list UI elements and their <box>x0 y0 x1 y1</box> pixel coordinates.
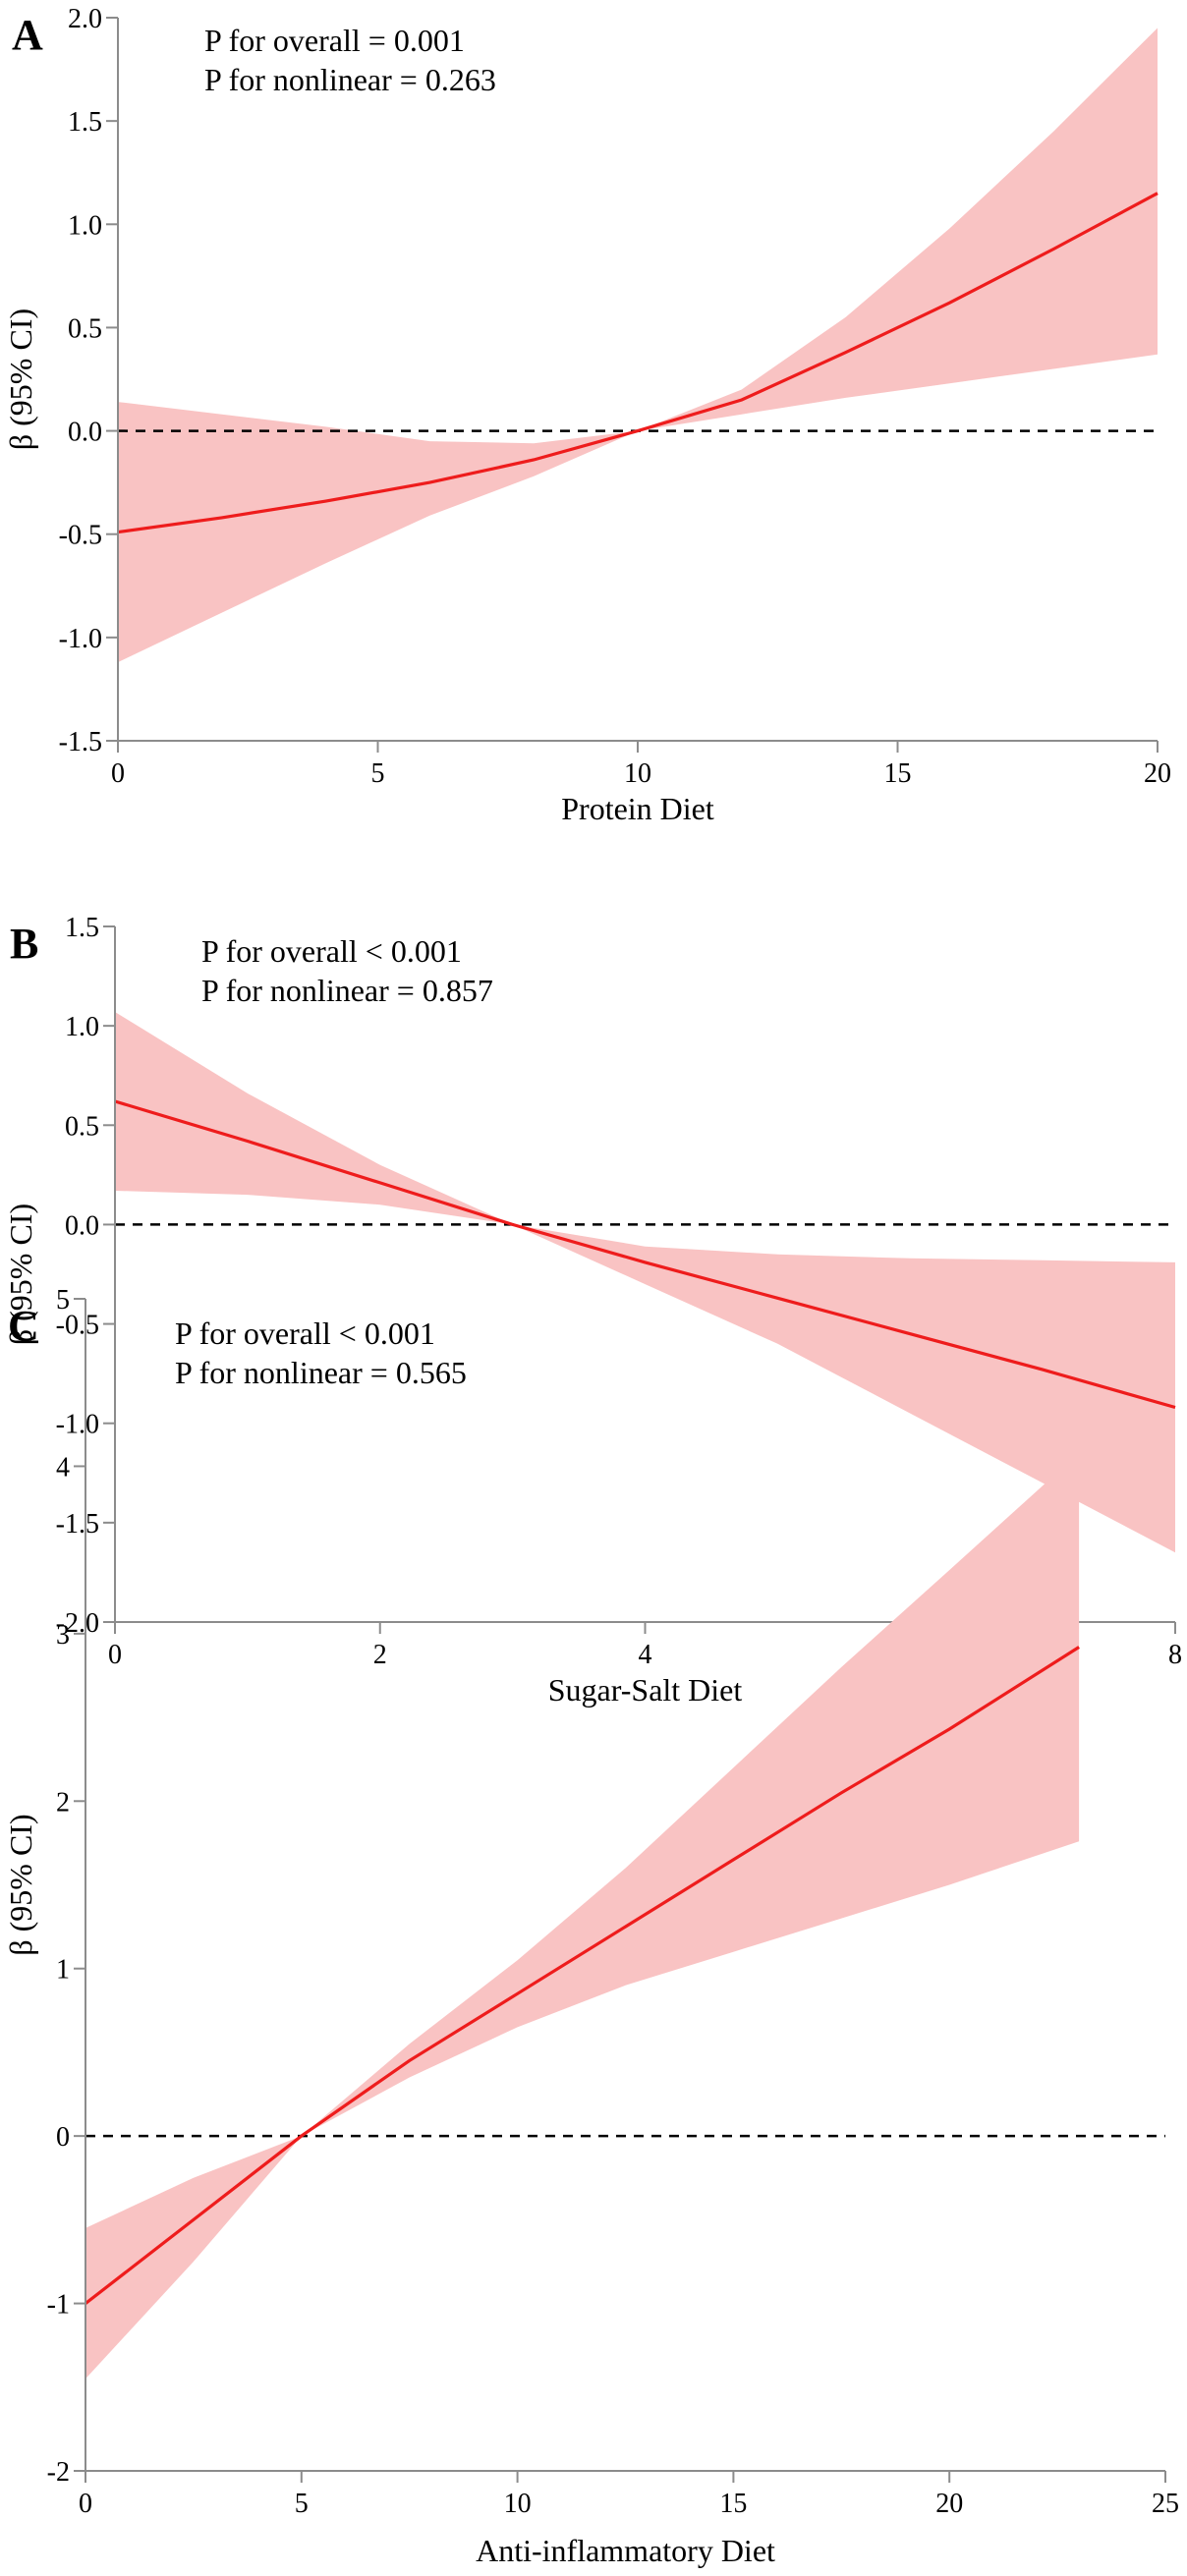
y-tick-label: 2 <box>56 1787 70 1818</box>
y-tick-label: -1.0 <box>56 1410 99 1440</box>
y-axis-title: β (95% CI) <box>3 1204 38 1345</box>
panel-letter: A <box>12 11 43 59</box>
y-tick-label: -1 <box>47 2290 70 2321</box>
y-tick-label: 0.5 <box>68 313 102 344</box>
y-axis-title: β (95% CI) <box>3 308 38 450</box>
x-axis-title: Sugar-Salt Diet <box>548 1672 743 1708</box>
x-axis-title: Protein Diet <box>561 791 714 826</box>
y-tick-label: -1.0 <box>59 624 102 654</box>
y-tick-label: 2.0 <box>68 4 102 34</box>
y-tick-label: -1.5 <box>56 1509 99 1540</box>
y-tick-label: -2 <box>47 2457 70 2488</box>
x-tick-label: 10 <box>624 758 651 789</box>
y-tick-label: 3 <box>56 1620 70 1651</box>
p-overall-annotation: P for overall = 0.001 <box>204 23 465 58</box>
x-axis-title: Anti-inflammatory Diet <box>476 2533 775 2568</box>
confidence-band <box>115 1012 1175 1553</box>
y-tick-label: 5 <box>56 1285 70 1316</box>
x-tick-label: 15 <box>884 758 912 789</box>
p-overall-annotation: P for overall < 0.001 <box>201 933 462 969</box>
y-tick-label: 1.5 <box>65 913 99 943</box>
y-tick-label: -1.5 <box>59 727 102 757</box>
x-tick-label: 4 <box>639 1640 652 1670</box>
confidence-band <box>118 28 1158 663</box>
p-nonlinear-annotation: P for nonlinear = 0.565 <box>175 1355 467 1390</box>
x-tick-label: 20 <box>1144 758 1171 789</box>
y-tick-label: 4 <box>56 1452 70 1483</box>
y-tick-label: 1 <box>56 1955 70 1986</box>
y-tick-label: 0.0 <box>65 1210 99 1241</box>
chart-panel-b: 1.51.00.50.0-0.5-1.0-1.5-2.002468Sugar-S… <box>3 913 1182 1708</box>
y-tick-label: 0 <box>56 2122 70 2153</box>
x-tick-label: 20 <box>935 2489 963 2519</box>
x-tick-label: 0 <box>79 2489 92 2519</box>
fitted-line <box>117 192 1159 534</box>
y-tick-label: -0.5 <box>56 1311 99 1341</box>
y-tick-label: 0.5 <box>65 1111 99 1142</box>
panel-letter: C <box>8 1302 39 1350</box>
p-nonlinear-annotation: P for nonlinear = 0.857 <box>201 973 493 1008</box>
y-tick-label: 1.0 <box>65 1012 99 1042</box>
y-tick-label: 1.5 <box>68 107 102 138</box>
y-tick-label: 1.0 <box>68 210 102 241</box>
x-tick-label: 0 <box>108 1640 122 1670</box>
panel-letter: B <box>10 920 38 968</box>
x-tick-label: 2 <box>373 1640 387 1670</box>
x-tick-label: 5 <box>295 2489 309 2519</box>
chart-panel-a: 2.0 1.5 1.0 0.5 0.0 -0.5 -1.0 -1.5 0 5 10 15 20 Prote… <box>3 4 1171 826</box>
x-tick-label: 5 <box>371 758 385 789</box>
y-axis-title: β (95% CI) <box>3 1814 38 1955</box>
x-tick-label: 8 <box>1168 1640 1182 1670</box>
x-tick-label: 15 <box>719 2489 747 2519</box>
x-tick-label: 0 <box>111 758 125 789</box>
y-tick-label: 0.0 <box>68 418 102 448</box>
fitted-line <box>85 1646 1080 2305</box>
p-overall-annotation: P for overall < 0.001 <box>175 1316 435 1351</box>
confidence-band <box>85 1452 1080 2380</box>
p-nonlinear-annotation: P for nonlinear = 0.263 <box>204 62 496 97</box>
y-tick-label: -0.5 <box>59 521 102 551</box>
fitted-line <box>114 1099 1176 1410</box>
x-tick-label: 10 <box>504 2489 532 2519</box>
x-tick-label: 25 <box>1152 2489 1179 2519</box>
